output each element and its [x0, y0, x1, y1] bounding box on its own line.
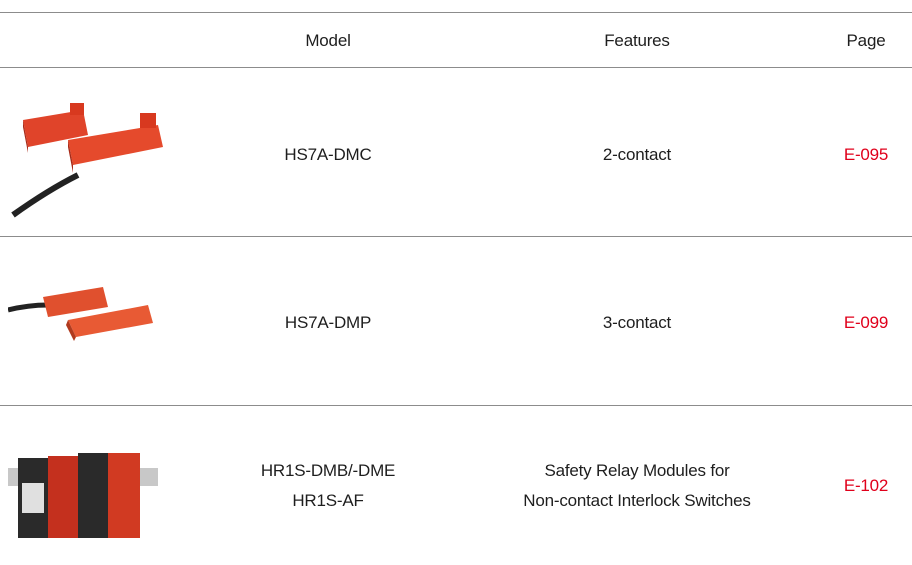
column-header: Features: [604, 31, 670, 50]
product-image: [8, 453, 158, 538]
rule: [0, 236, 912, 237]
features: Non-contact Interlock Switches: [523, 491, 751, 510]
rule: [0, 12, 912, 13]
column-header: Model: [305, 31, 351, 50]
column-header: Page: [846, 31, 886, 50]
model: HR1S-AF: [292, 491, 364, 510]
product-image: [8, 287, 153, 341]
product-image: [11, 103, 163, 218]
page-ref: E-102: [843, 476, 889, 495]
features: 3-contact: [602, 313, 672, 332]
model: HS7A-DMC: [284, 145, 372, 164]
page-ref: E-095: [843, 145, 889, 164]
features: 2-contact: [602, 145, 672, 164]
features: Safety Relay Modules for: [544, 461, 730, 480]
page-ref: E-099: [843, 313, 889, 332]
rule: [0, 67, 912, 68]
rule: [0, 405, 912, 406]
model: HR1S-DMB/-DME: [260, 461, 396, 480]
model: HS7A-DMP: [284, 313, 372, 332]
